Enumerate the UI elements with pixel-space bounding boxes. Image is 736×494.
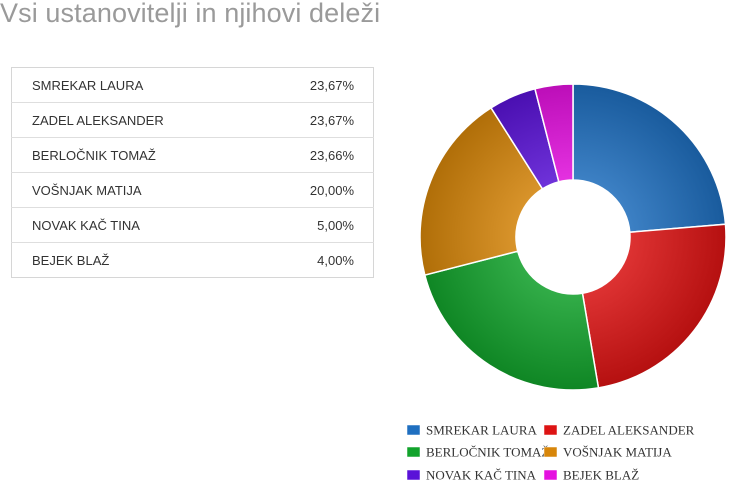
legend-swatch [543,424,558,436]
legend-label: VOŠNJAK MATIJA [563,445,672,460]
legend-label: SMREKAR LAURA [426,423,537,438]
legend-label: ZADEL ALEKSANDER [563,423,695,438]
table-row: NOVAK KAČ TINA 5,00% [11,207,374,243]
legend-item[interactable]: BEJEK BLAŽ [543,468,639,483]
shareholder-name: SMREKAR LAURA [32,77,144,93]
donut-slice[interactable] [419,106,544,276]
shareholder-name: BEJEK BLAŽ [11,242,267,278]
table-row: ZADEL ALEKSANDER 23,67% [11,102,374,138]
legend-swatch [406,469,421,481]
legend-swatch [406,424,421,436]
shareholder-share: 23,67% [266,102,374,138]
table-row: VOŠNJAK MATIJA 20,00% [11,172,374,208]
legend-label: BEJEK BLAŽ [563,468,639,483]
donut-slices [419,83,727,391]
shareholder-share: 4,00% [266,242,374,278]
shareholder-name: BERLOČNIK TOMAŽ [11,137,267,173]
shareholder-share: 5,00% [266,207,374,243]
page-title: Vsi ustanovitelji in njihovi deleži [0,0,381,28]
shareholder-name: ZADEL ALEKSANDER [11,102,267,138]
legend-swatch [406,446,421,458]
donut-slice[interactable] [581,223,727,389]
shareholder-name: NOVAK KAČ TINA [11,207,267,243]
donut-slice[interactable] [423,250,600,391]
table-row: BEJEK BLAŽ 4,00% [11,242,374,278]
shareholder-share: 20,00% [266,172,374,208]
table-row: SMREKAR LAURA 23,67% [12,68,374,103]
donut-slice[interactable] [534,83,574,183]
legend-item[interactable]: ZADEL ALEKSANDER [543,423,695,438]
legend-swatch [543,446,558,458]
shareholder-share: 23,67% [309,77,354,93]
shareholder-name: VOŠNJAK MATIJA [11,172,267,208]
legend-label: BERLOČNIK TOMAŽ [426,445,549,460]
legend-swatch [543,469,558,481]
legend-item[interactable]: NOVAK KAČ TINA [406,468,537,483]
shareholder-share: 23,66% [266,137,374,173]
shareholders-table: SMREKAR LAURA 23,67% ZADEL ALEKSANDER 23,67… [11,67,374,278]
donut-slice[interactable] [572,83,727,234]
chart-legend: SMREKAR LAURA ZADEL ALEKSANDER BERLOČNIK T… [406,423,695,483]
legend-item[interactable]: BERLOČNIK TOMAŽ [406,445,549,460]
legend-item[interactable]: SMREKAR LAURA [406,423,537,438]
table-row: BERLOČNIK TOMAŽ 23,66% [11,137,374,173]
legend-item[interactable]: VOŠNJAK MATIJA [543,445,672,460]
legend-label: NOVAK KAČ TINA [426,468,537,483]
